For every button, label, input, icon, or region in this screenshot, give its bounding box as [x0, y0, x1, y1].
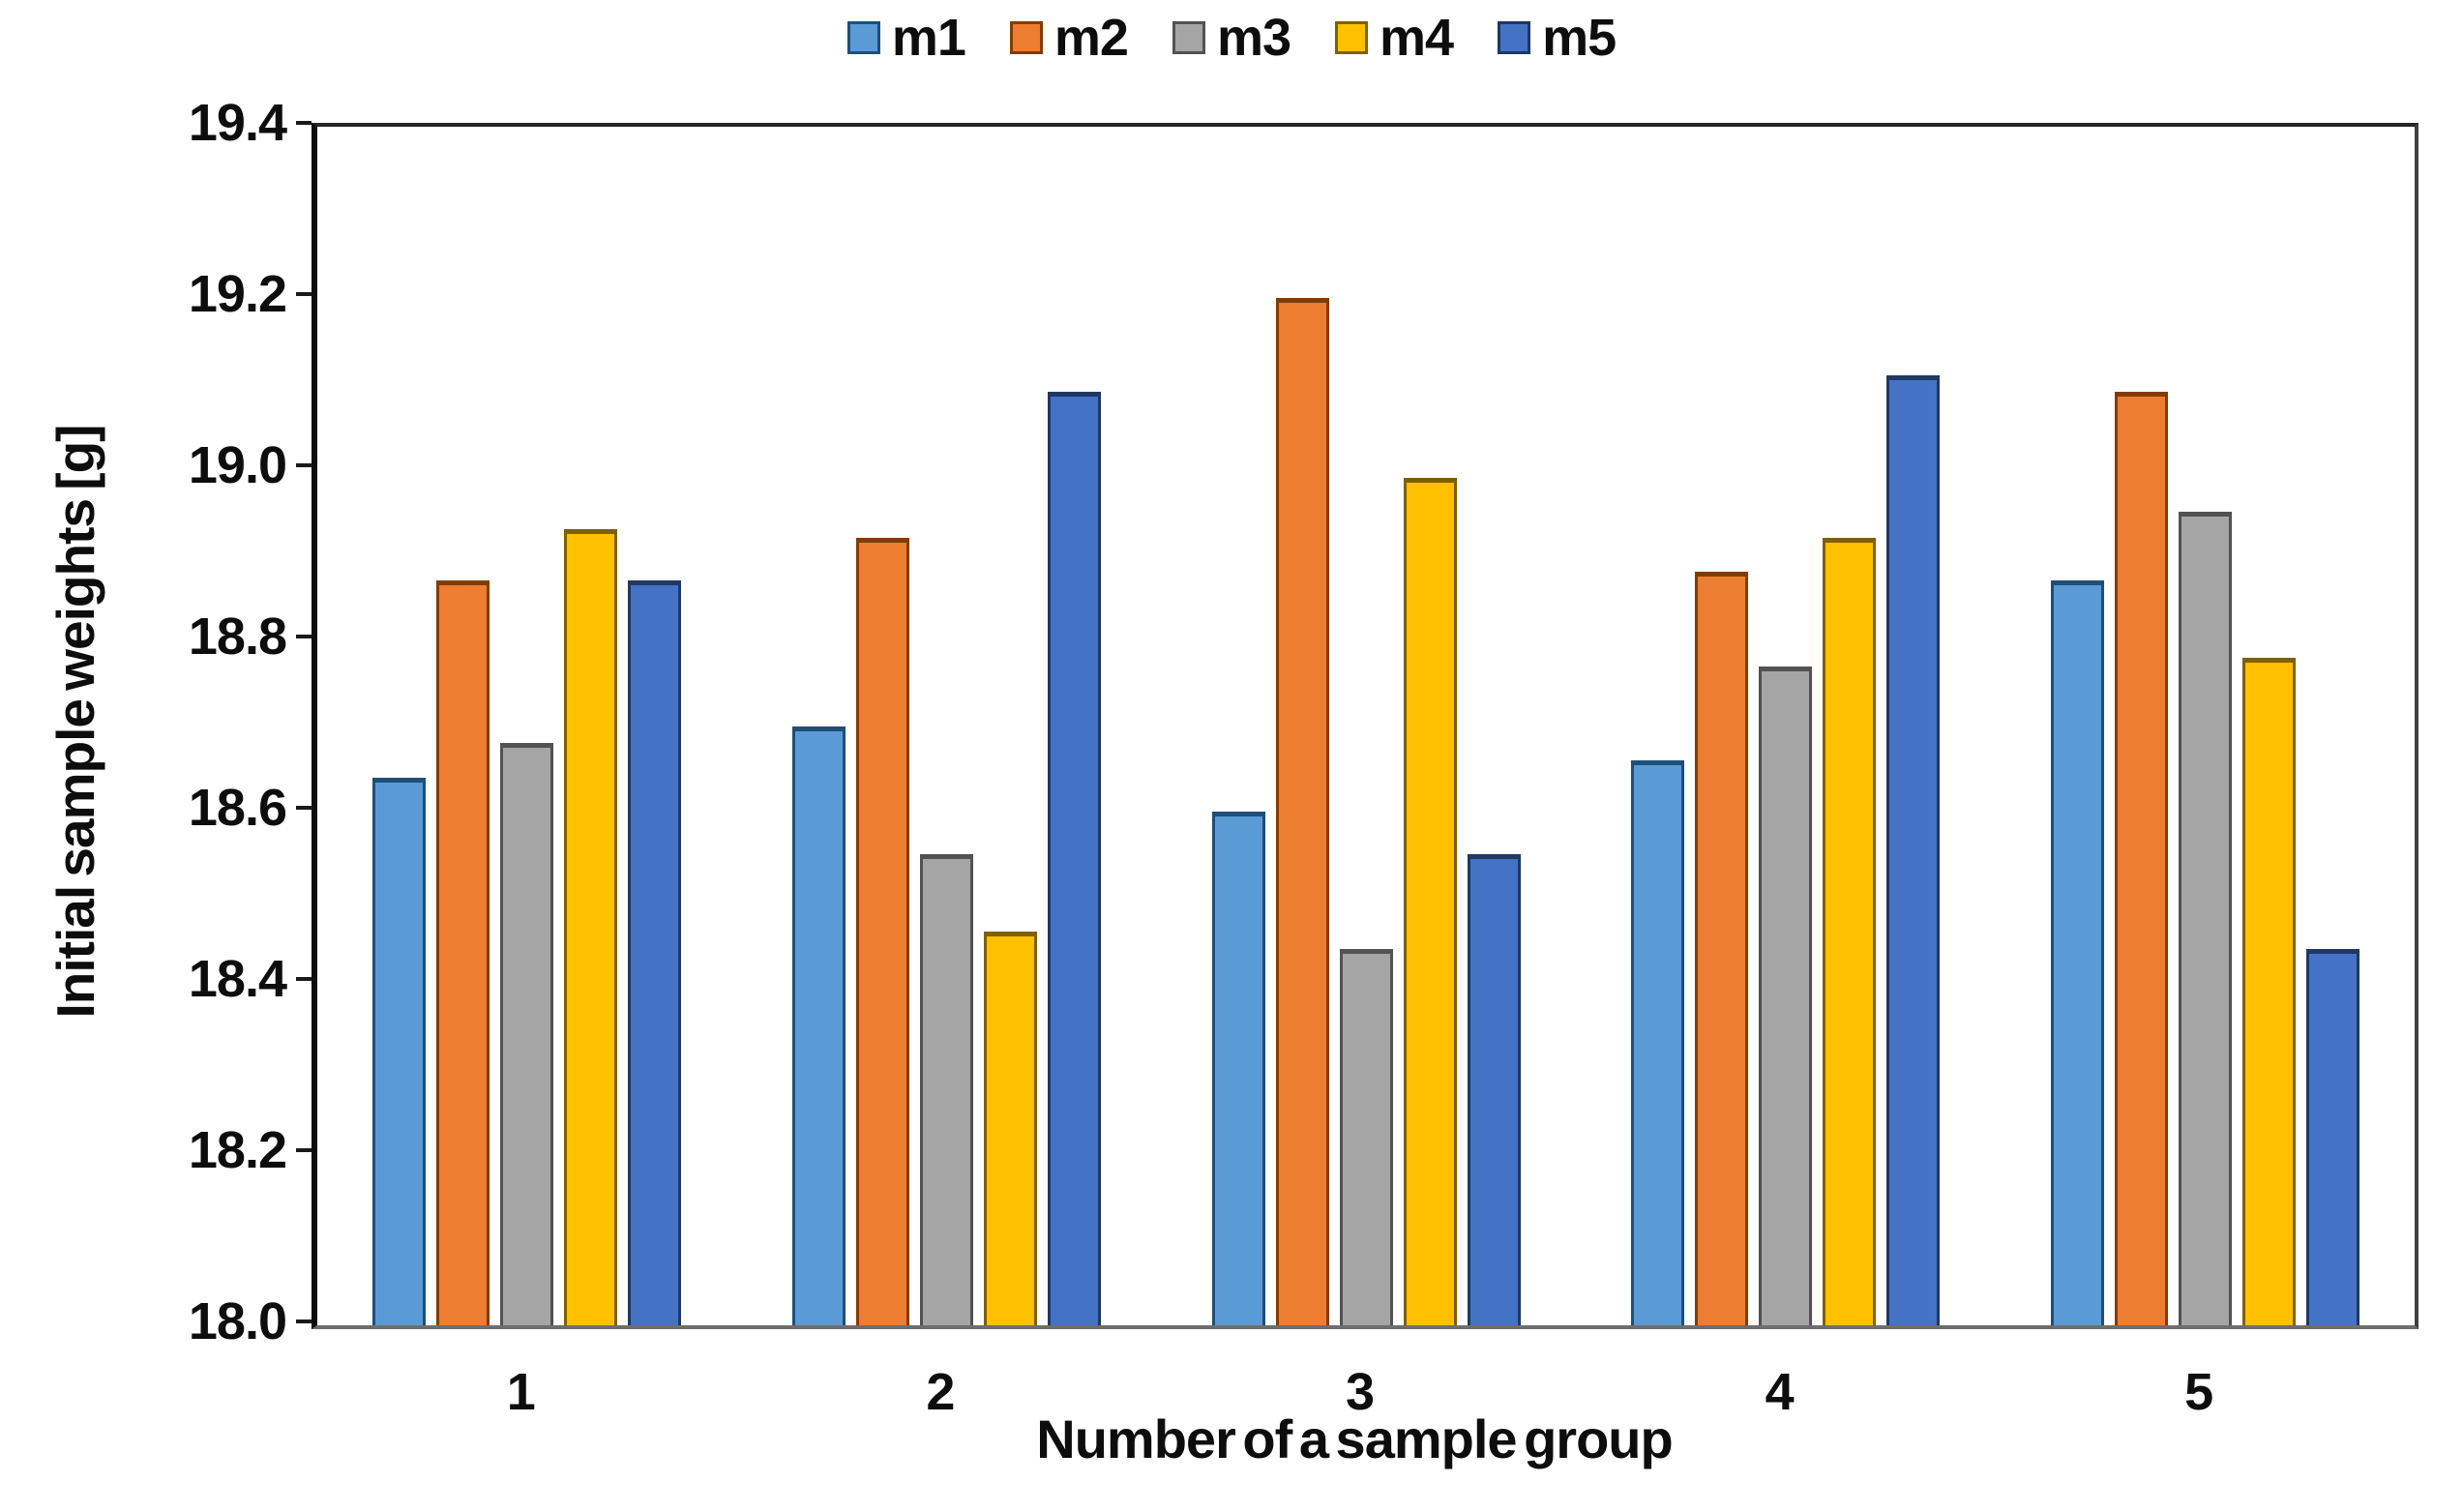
legend-item-m4: m4	[1335, 8, 1454, 68]
bar-m1-group5	[2050, 580, 2104, 1325]
y-tick-label-18.2: 18.2	[188, 1121, 287, 1179]
y-tick-mark-18.4	[296, 977, 312, 981]
bar-m4-group1	[564, 528, 618, 1325]
bar-m4-group4	[1823, 537, 1877, 1325]
legend-label-m3: m3	[1216, 9, 1291, 67]
legend-label-m2: m2	[1053, 9, 1129, 67]
bar-m2-group3	[1275, 298, 1329, 1325]
x-category-label-1: 1	[506, 1363, 536, 1421]
bar-m1-group1	[372, 777, 427, 1325]
bar-m5-group1	[628, 580, 682, 1325]
x-axis-title: Number of a sample group	[1036, 1408, 1673, 1469]
legend-item-m2: m2	[1009, 8, 1129, 68]
legend-swatch-m5	[1498, 21, 1531, 54]
legend-item-m5: m5	[1498, 8, 1617, 68]
bar-m3-group4	[1759, 666, 1813, 1325]
legend-label-m4: m4	[1380, 9, 1454, 67]
bar-m4-group5	[2241, 657, 2296, 1325]
legend-item-m1: m1	[846, 8, 966, 68]
legend-label-m5: m5	[1542, 9, 1617, 67]
bar-m5-group5	[2305, 948, 2359, 1325]
bar-m1-group4	[1631, 759, 1685, 1325]
bar-m2-group5	[2114, 392, 2168, 1325]
bar-m3-group2	[919, 854, 973, 1325]
y-tick-label-18.4: 18.4	[188, 950, 287, 1008]
bar-m4-group2	[983, 931, 1037, 1325]
y-axis-title: Initial sample weights [g]	[45, 425, 105, 1019]
y-tick-label-18.0: 18.0	[188, 1292, 287, 1350]
bar-m3-group1	[500, 743, 554, 1325]
bar-m2-group4	[1695, 572, 1749, 1325]
bar-m5-group4	[1886, 374, 1941, 1325]
bar-m2-group1	[436, 580, 490, 1325]
bar-m3-group5	[2178, 512, 2232, 1325]
y-tick-mark-18.6	[296, 806, 312, 810]
bar-m5-group2	[1047, 392, 1101, 1325]
bar-m3-group3	[1339, 948, 1393, 1325]
y-tick-mark-18.2	[296, 1148, 312, 1152]
y-tick-label-19.4: 19.4	[188, 94, 287, 152]
y-tick-mark-19.4	[296, 121, 312, 125]
bar-m1-group3	[1211, 812, 1265, 1325]
bar-m1-group2	[791, 726, 846, 1325]
x-category-label-4: 4	[1765, 1363, 1795, 1421]
x-category-label-2: 2	[926, 1363, 956, 1421]
legend-item-m3: m3	[1172, 8, 1291, 68]
y-tick-mark-18.0	[296, 1319, 312, 1323]
y-tick-mark-18.8	[296, 635, 312, 638]
y-tick-label-19.2: 19.2	[188, 265, 287, 323]
y-tick-label-18.6: 18.6	[188, 779, 287, 837]
y-tick-mark-19.2	[296, 292, 312, 296]
x-category-label-3: 3	[1345, 1363, 1376, 1421]
bar-m4-group3	[1403, 477, 1457, 1325]
legend-swatch-m4	[1335, 21, 1369, 54]
y-tick-mark-19.0	[296, 463, 312, 467]
chart-legend: m1 m2 m3 m4 m5	[0, 8, 2463, 68]
legend-swatch-m3	[1172, 21, 1205, 54]
bar-m2-group2	[855, 537, 909, 1325]
plot-area	[312, 123, 2418, 1329]
y-tick-label-19.0: 19.0	[188, 436, 287, 494]
bar-m5-group3	[1467, 854, 1521, 1325]
legend-label-m1: m1	[891, 9, 966, 67]
x-category-label-5: 5	[2184, 1363, 2214, 1421]
y-tick-label-18.8: 18.8	[188, 608, 287, 666]
legend-swatch-m2	[1009, 21, 1043, 54]
legend-swatch-m1	[846, 21, 880, 54]
